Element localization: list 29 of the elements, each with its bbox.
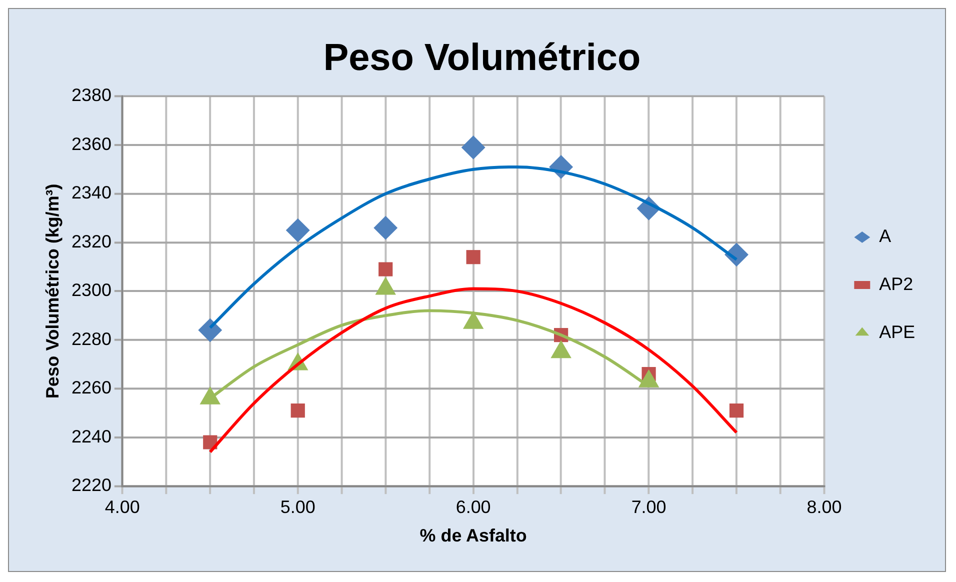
y-tick-label: 2260 — [71, 378, 112, 398]
y-tick-label: 2220 — [71, 475, 112, 496]
x-tick-label: 5.00 — [280, 496, 316, 517]
x-tick-label: 4.00 — [104, 496, 140, 517]
line-series — [208, 287, 738, 454]
point — [198, 318, 222, 342]
x-axis-title: % de Asfalto — [420, 525, 527, 546]
y-tick-label: 2380 — [71, 85, 112, 106]
y-tick-label: 2280 — [71, 328, 112, 349]
y-tick-label: 2360 — [71, 134, 112, 154]
point — [286, 218, 310, 242]
y-tick-label: 2240 — [71, 426, 112, 446]
x-tick-label: 8.00 — [806, 496, 842, 517]
chart-title: Peso Volumétrico — [323, 37, 641, 80]
point — [729, 404, 744, 418]
point — [466, 250, 480, 264]
point — [374, 216, 398, 240]
x-tick-label: 7.00 — [631, 496, 666, 517]
x-tick-label: 6.00 — [456, 496, 491, 517]
y-tick-label: 2300 — [71, 280, 112, 300]
y-tick-label: 2320 — [71, 231, 112, 252]
point — [290, 404, 305, 418]
point — [461, 135, 486, 160]
y-tick-label: 2340 — [71, 182, 112, 203]
y-axis-title: Peso Volumétrico (kg/m³) — [42, 184, 63, 399]
legend-label: APE — [879, 322, 916, 342]
legend-label: A — [879, 226, 892, 246]
legend-label: AP2 — [879, 274, 914, 294]
point — [378, 262, 393, 276]
